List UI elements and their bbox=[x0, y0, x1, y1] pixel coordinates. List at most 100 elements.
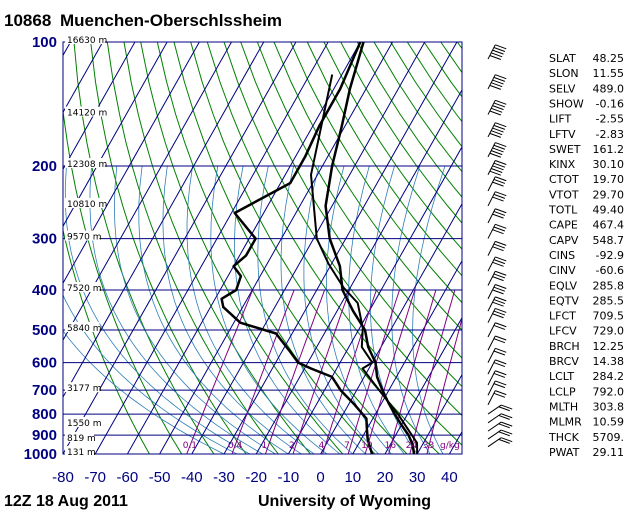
height-label: 14120 m bbox=[67, 109, 107, 119]
mixing-ratio-label: g/kg bbox=[440, 441, 460, 451]
pressure-tick-label: 900 bbox=[32, 427, 57, 444]
height-label-bg bbox=[65, 321, 100, 332]
wind-barb bbox=[487, 437, 513, 448]
height-label: 10810 m bbox=[67, 200, 107, 210]
isotherm-line bbox=[126, 42, 361, 454]
index-name: LCLT bbox=[549, 370, 574, 383]
index-name: MLTH bbox=[549, 400, 578, 413]
temperature-tick-label: -70 bbox=[84, 469, 106, 486]
index-value: 729.0 bbox=[593, 325, 625, 338]
pressure-tick-label: 700 bbox=[32, 382, 57, 399]
dry-adiabat-line bbox=[123, 42, 311, 454]
data-source: University of Wyoming bbox=[258, 493, 431, 510]
wind-barb bbox=[487, 335, 507, 351]
height-label-bg bbox=[65, 416, 100, 427]
isotherm-line bbox=[320, 202, 462, 454]
height-label-bg bbox=[65, 282, 100, 293]
index-value: 5709. bbox=[593, 431, 625, 444]
dry-adiabat-line bbox=[190, 42, 440, 454]
temperature-tick-label: -40 bbox=[181, 469, 203, 486]
pressure-tick-label: 1000 bbox=[24, 446, 57, 463]
wind-barb bbox=[487, 413, 513, 424]
height-label: 5840 m bbox=[67, 324, 102, 334]
index-value: 284.2 bbox=[593, 370, 625, 383]
index-name: BRCV bbox=[549, 355, 579, 368]
wind-barb bbox=[487, 122, 507, 138]
index-name: SLON bbox=[549, 67, 579, 80]
height-label: 819 m bbox=[67, 434, 96, 444]
station-name: Muenchen-Oberschlssheim bbox=[60, 11, 282, 30]
index-value: 792.0 bbox=[593, 385, 625, 398]
dry-adiabat-line bbox=[306, 42, 462, 277]
index-value: 467.4 bbox=[593, 219, 625, 232]
wind-barb bbox=[487, 74, 507, 90]
dry-adiabat-line bbox=[273, 42, 462, 331]
wind-barb bbox=[487, 142, 507, 158]
height-label-bg bbox=[65, 197, 105, 208]
index-value: 11.55 bbox=[593, 67, 625, 80]
mixing-ratio-label: 4 bbox=[319, 441, 325, 451]
dry-adiabat-line bbox=[90, 42, 247, 454]
height-label-bg bbox=[65, 382, 100, 393]
isotherm-line bbox=[63, 42, 232, 342]
index-value: 19.70 bbox=[593, 173, 625, 186]
mixing-ratio-label: 2 bbox=[289, 441, 295, 451]
dry-adiabat-line bbox=[323, 42, 462, 250]
wind-barb bbox=[487, 359, 507, 375]
index-name: CINV bbox=[549, 264, 576, 277]
pressure-tick-label: 500 bbox=[32, 322, 57, 339]
isotherm-line bbox=[191, 42, 426, 454]
mixing-ratio-line bbox=[186, 289, 254, 454]
wind-barb bbox=[487, 99, 507, 116]
index-value: 30.10 bbox=[593, 158, 625, 171]
index-name: SELV bbox=[549, 82, 576, 95]
isotherm-line bbox=[384, 316, 462, 454]
index-name: KINX bbox=[549, 158, 576, 171]
mixing-ratio-line bbox=[264, 289, 326, 454]
index-name: CINS bbox=[549, 249, 575, 262]
mixing-ratio-label: 0.4 bbox=[228, 441, 243, 451]
temperature-tick-label: -60 bbox=[117, 469, 139, 486]
wind-barb bbox=[487, 160, 507, 176]
wind-barb bbox=[487, 176, 507, 192]
stability-indices: SLAT 48.25 SLON 11.55 SELV 489.0 SHOW -0.16 LIFT… bbox=[548, 52, 624, 459]
height-label-bg bbox=[65, 230, 100, 241]
mixing-ratio-label: 33 bbox=[423, 441, 434, 451]
plot-frame bbox=[62, 41, 463, 455]
mixing-ratio-line bbox=[426, 317, 462, 454]
dry-adiabat-line bbox=[240, 42, 462, 388]
height-label-bg bbox=[65, 446, 94, 456]
pressure-tick-label: 800 bbox=[32, 406, 57, 423]
index-value: 10.59 bbox=[593, 416, 625, 429]
wind-barb bbox=[487, 256, 507, 272]
temperature-tick-label: 20 bbox=[377, 469, 394, 486]
pressure-tick-label: 600 bbox=[32, 355, 57, 372]
dry-adiabat-line bbox=[63, 227, 150, 454]
sounding-trace bbox=[310, 74, 419, 454]
index-value: 489.0 bbox=[593, 82, 625, 95]
wind-barb bbox=[487, 390, 507, 406]
wind-barb bbox=[487, 240, 507, 256]
height-label: 16630 m bbox=[67, 36, 107, 46]
index-name: CAPE bbox=[549, 219, 578, 232]
pressure-tick-label: 100 bbox=[32, 34, 57, 51]
moist-adiabat-line bbox=[234, 165, 341, 454]
wind-barb bbox=[487, 322, 507, 338]
pressure-tick-label: 300 bbox=[32, 231, 57, 248]
isotherm-line bbox=[63, 42, 168, 228]
height-label: 3177 m bbox=[67, 384, 102, 394]
pressure-tick-label: 400 bbox=[32, 282, 57, 299]
sounding-trace bbox=[324, 42, 416, 454]
dry-adiabat-line bbox=[290, 42, 462, 304]
wind-barb bbox=[487, 429, 513, 440]
index-value: 161.2 bbox=[593, 143, 625, 156]
mixing-ratio-label: 10 bbox=[361, 441, 373, 451]
isotherm-line bbox=[94, 42, 329, 454]
index-name: LCLP bbox=[549, 385, 576, 398]
index-value: 12.25 bbox=[593, 340, 625, 353]
wind-barb bbox=[487, 44, 507, 60]
dry-adiabat-line bbox=[106, 42, 279, 454]
wind-barb bbox=[487, 296, 507, 312]
index-value: 29.11 bbox=[593, 446, 625, 459]
